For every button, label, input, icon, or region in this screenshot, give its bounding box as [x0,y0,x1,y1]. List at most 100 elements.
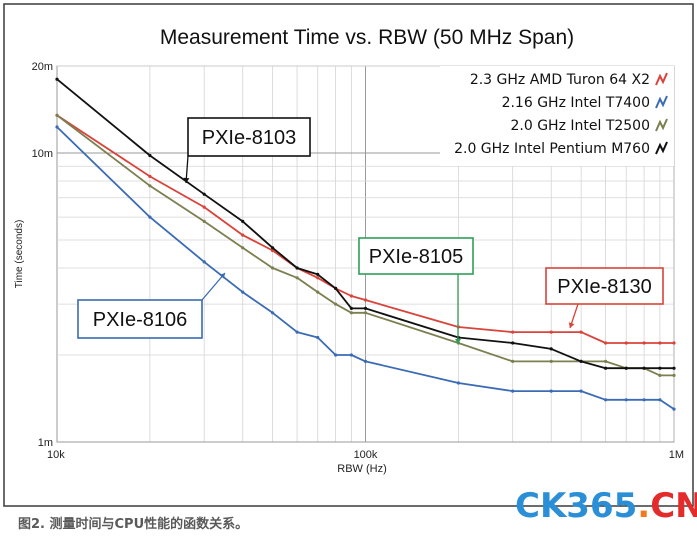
callout-label: PXIe-8105 [369,246,464,268]
watermark-logo: CK365.CN [515,486,697,526]
data-point [624,398,628,402]
chart-title: Measurement Time vs. RBW (50 MHz Span) [160,26,574,49]
data-point [148,184,152,188]
data-point [549,389,553,393]
y-tick-label: 20m [32,61,53,73]
data-point [271,248,275,253]
data-point [271,266,275,270]
data-point [295,330,299,334]
legend-box [440,66,674,166]
data-point [549,330,553,334]
legend-swatch [655,118,668,132]
data-point [624,366,628,370]
legend-entry-label: 2.3 GHz AMD Turon 64 X2 [470,72,650,88]
data-point [456,381,460,385]
watermark-part-3: CN [650,486,697,526]
data-point [511,359,515,363]
data-point [549,359,553,363]
data-point [241,233,245,237]
data-point [241,219,245,223]
data-point [295,276,299,280]
data-point [604,366,608,370]
legend: 2.3 GHz AMD Turon 64 X2 2.16 GHz Intel T7… [440,66,674,166]
data-point [672,407,676,411]
data-point [349,294,353,298]
data-point [672,341,676,345]
data-point [316,272,320,276]
data-point [316,276,320,280]
data-point [316,290,320,294]
data-point [202,219,206,223]
figure-caption: 图2. 测量时间与CPU性能的函数关系。 [18,517,249,532]
data-point [349,306,353,310]
data-point [271,246,275,250]
data-point [295,266,299,270]
data-point [604,341,608,345]
data-point [624,341,628,345]
data-point [334,302,338,306]
y-tick-label: 1m [38,437,53,449]
data-point [271,311,275,315]
legend-entry-label: 2.0 GHz Intel T2500 [510,118,650,134]
callout-label: PXIe-8130 [557,276,652,298]
annotations: PXIe-8103 PXIe-8105 PXIe-8130 PXIe-8106 [77,117,664,344]
series-lines [55,77,676,411]
data-point [672,373,676,377]
y-tick-label: 10m [32,148,53,160]
callout-arrowhead [568,322,575,328]
data-point [55,77,59,81]
callout-arrowhead [183,177,190,183]
data-point [349,311,353,315]
legend-entry-label: 2.0 GHz Intel Pentium M760 [454,141,650,157]
x-tick-label: 100k [354,449,378,461]
data-point [658,366,662,370]
legend-swatch [655,72,668,86]
data-point [579,389,583,393]
data-point [604,359,608,363]
legend-swatch [655,95,668,109]
data-point [202,192,206,196]
data-point [642,366,646,370]
callout-box [187,117,311,157]
data-point [363,359,368,363]
callout-box [545,267,664,305]
data-point [579,330,583,334]
data-point [672,366,676,370]
data-point [579,359,583,363]
legend-entry-label: 2.16 GHz Intel T7400 [502,95,650,111]
data-point [511,330,515,334]
x-tick-label: 10k [47,449,65,461]
callout-leader [201,272,226,301]
watermark-part-2: . [637,486,651,526]
watermark-part-1: CK365 [515,486,638,526]
callout-box [358,237,474,275]
data-point [148,215,152,219]
data-point [363,311,368,315]
data-point [549,347,553,351]
data-point [148,153,152,158]
data-point [511,389,515,393]
data-point [334,353,338,357]
data-point [642,398,646,402]
data-point [642,341,646,345]
data-point [334,286,338,290]
callout-label: PXIe-8106 [93,309,188,331]
data-point [55,113,59,117]
legend-swatch [655,141,668,155]
y-axis-label: Time (seconds) [14,220,25,289]
data-point [604,398,608,402]
data-point [363,306,368,310]
data-point [363,298,368,302]
callout-arrowhead [219,272,225,279]
data-point [316,335,320,340]
axes: 10k 100k 1M 1m 10m 20m [32,61,684,461]
data-point [658,341,662,345]
callout-label: PXIe-8103 [202,127,297,149]
data-point [658,373,662,377]
data-point [349,353,353,357]
callout-box [77,299,203,339]
data-point [202,205,206,209]
data-point [55,125,59,129]
data-point [241,246,245,250]
